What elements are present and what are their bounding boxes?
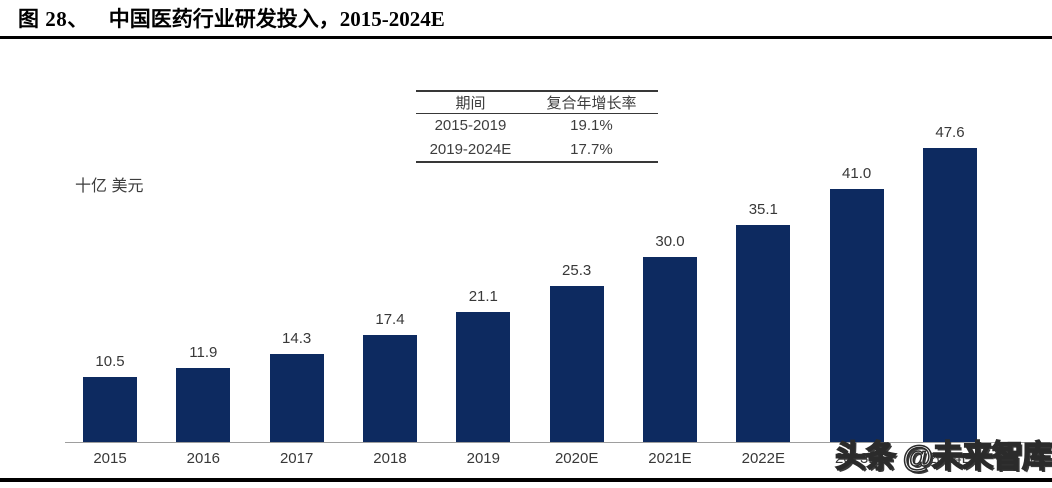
bar-value-label: 25.3 <box>562 262 592 279</box>
table-header-period: 期间 <box>416 91 525 114</box>
bar-value-label: 35.1 <box>748 201 778 218</box>
x-axis-tick-label: 2018 <box>373 450 407 467</box>
bar-group: 25.3 2020E <box>535 262 619 467</box>
x-axis-tick-label: 2016 <box>186 450 221 467</box>
bar <box>269 354 324 442</box>
x-axis-tick-label: 2019 <box>466 450 500 467</box>
x-axis-tick-label: 2022E <box>741 450 785 467</box>
cagr-inset-table: 期间 复合年增长率 2015-2019 19.1% 2019-2024E 17.… <box>416 90 658 163</box>
bar-group: 35.1 2022E <box>721 201 805 467</box>
y-axis-unit-label: 十亿 美元 <box>75 178 144 195</box>
figure-title: 中国医药行业研发投入，2015-2024E <box>108 7 445 31</box>
bar <box>922 148 977 442</box>
bar <box>456 312 511 442</box>
bar-value-label: 11.9 <box>189 344 218 361</box>
x-axis-tick-label: 2015 <box>93 450 127 467</box>
x-axis-tick-label: 2024E <box>928 450 972 467</box>
bar-value-label: 47.6 <box>935 124 965 141</box>
bar <box>176 368 231 442</box>
figure-bottom-border <box>0 478 1052 482</box>
bar-value-label: 10.5 <box>95 353 125 370</box>
bar <box>829 189 884 442</box>
table-header-row: 期间 复合年增长率 <box>416 91 658 114</box>
bar-chart-plot-area: 10.5 2015 11.9 2016 14.3 2017 17.4 2018 21.1 2019… <box>65 100 1050 467</box>
bar-group: 47.6 2024E <box>908 124 992 467</box>
watermark: 头条 @未来智库 <box>834 438 1052 475</box>
x-axis-tick-label: 2021E <box>648 450 692 467</box>
table-cell-cagr: 19.1% <box>570 117 613 135</box>
table-cell-cagr: 17.7% <box>570 140 613 158</box>
bar-group: 30.0 2021E <box>628 233 712 467</box>
bar-value-label: 17.4 <box>375 311 405 328</box>
bar-group: 10.5 2015 <box>68 353 152 467</box>
x-axis-tick-label: 2023E <box>834 450 879 467</box>
bar <box>549 286 604 442</box>
bar-value-label: 21.1 <box>468 288 498 305</box>
x-axis-tick-label: 2020E <box>554 450 599 467</box>
figure-number: 图 28、 <box>18 7 89 31</box>
bar-group: 17.4 2018 <box>348 311 432 467</box>
bar <box>736 225 791 442</box>
figure-title-bar: 图 28、 中国医药行业研发投入，2015-2024E <box>0 0 1052 36</box>
bar-value-label: 30.0 <box>655 233 685 250</box>
bar-group: 11.9 2016 <box>161 344 245 467</box>
bar-value-label: 41.0 <box>842 165 872 182</box>
table-header-cagr: 复合年增长率 <box>524 91 658 114</box>
table-cell-period: 2019-2024E <box>429 140 512 158</box>
table-row: 2015-2019 19.1% <box>416 114 658 138</box>
bar <box>362 335 417 442</box>
bar-group: 41.0 2023E <box>815 165 899 467</box>
table-cell-period: 2015-2019 <box>434 117 507 135</box>
bar-group: 21.1 2019 <box>441 288 525 467</box>
bar <box>642 257 697 442</box>
bar <box>83 377 137 442</box>
bar-group: 14.3 2017 <box>255 330 339 467</box>
bar-value-label: 14.3 <box>282 330 312 347</box>
title-divider-line <box>0 36 1052 39</box>
table-row: 2019-2024E 17.7% <box>416 138 658 162</box>
x-axis-tick-label: 2017 <box>279 450 314 467</box>
